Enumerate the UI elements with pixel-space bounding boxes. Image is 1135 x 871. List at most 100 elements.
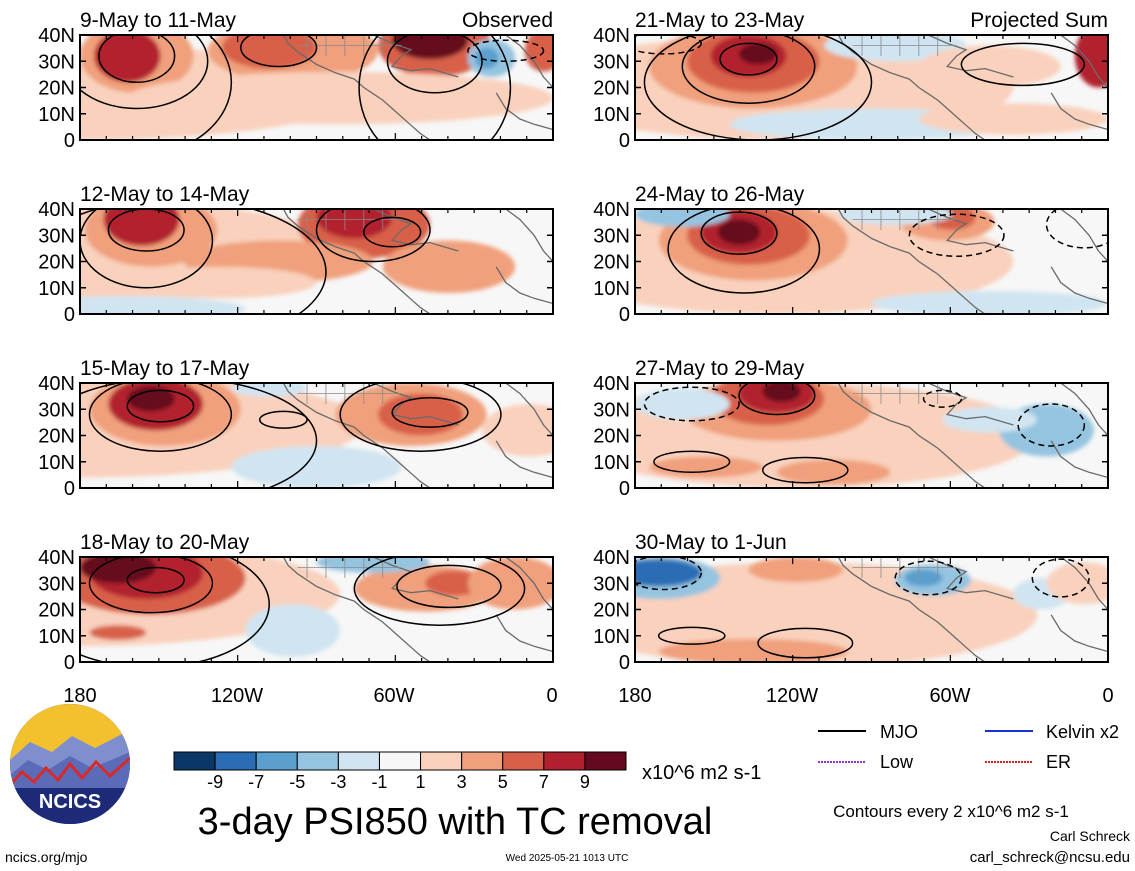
colorbar-swatch: [543, 751, 586, 771]
colorbar-tick-label: 7: [539, 772, 549, 792]
lat-label: 10N: [593, 452, 630, 474]
colorbar-swatch: [584, 751, 627, 771]
contours: [80, 557, 526, 662]
lat-label: 30N: [38, 225, 75, 247]
map-panel: 40N 30N 20N 10N 0 24-May to 26-May: [593, 183, 1109, 326]
lat-label: 30N: [593, 225, 630, 247]
panel-period-title: 15-May to 17-May: [80, 357, 250, 380]
panel-period-title: 9-May to 11-May: [80, 9, 236, 32]
lat-label: 30N: [593, 399, 630, 421]
map-panel: 40N 30N 20N 10N 0 9-May to 11-May Observed: [38, 9, 554, 152]
contours: [643, 383, 1086, 484]
lat-label: 40N: [593, 373, 630, 395]
anomaly-shading: [635, 557, 1108, 662]
lat-label: 0: [64, 130, 75, 152]
map-panel: 40N 30N 20N 10N 0 21-May to 23-May Projected S…: [593, 9, 1109, 152]
coastlines: [837, 383, 1108, 488]
anomaly-shading: [635, 383, 1094, 488]
lon-label-120w-left: 120W: [211, 685, 263, 707]
contours: [80, 383, 502, 488]
ncics-logo-text: NCICS: [39, 791, 101, 813]
colorbar-swatch: [502, 751, 545, 771]
lat-label: 0: [619, 130, 630, 152]
panel-period-title: 18-May to 20-May: [80, 531, 250, 554]
lat-label: 20N: [593, 600, 630, 622]
figure-title: 3-day PSI850 with TC removal: [198, 801, 713, 843]
contours: [80, 35, 545, 140]
lat-label: 20N: [593, 252, 630, 274]
lat-label: 10N: [38, 626, 75, 648]
lat-label: 30N: [38, 399, 75, 421]
lat-label: 0: [64, 304, 75, 326]
coastlines: [282, 35, 553, 140]
lon-label-0-right: 0: [1102, 685, 1113, 707]
lat-label: 20N: [38, 252, 75, 274]
lat-label: 10N: [38, 278, 75, 300]
panel-tag: Projected Sum: [970, 9, 1108, 32]
map-panel: 40N 30N 20N 10N 0 27-May to 29-May: [593, 357, 1109, 500]
lon-label-60w-right: 60W: [929, 685, 970, 707]
colorbar-swatch: [255, 751, 298, 771]
colorbar-tick-label: 1: [416, 772, 426, 792]
colorbar-tick-label: -5: [289, 772, 305, 792]
colorbar: -9 -7 -5 -3 -1 1 3 5 7 9: [173, 751, 627, 792]
lat-label: 10N: [593, 104, 630, 126]
colorbar-tick-label: 3: [457, 772, 467, 792]
legend-label-kelvin: Kelvin x2: [1046, 722, 1119, 742]
lat-label: 40N: [38, 547, 75, 569]
map-panel: 40N 30N 20N 10N 0 18-May to 20-May: [38, 531, 554, 674]
panel-period-title: 27-May to 29-May: [635, 357, 805, 380]
lat-label: 40N: [593, 199, 630, 221]
colorbar-unit: x10^6 m2 s-1: [642, 762, 761, 784]
colorbar-tick-label: 5: [498, 772, 508, 792]
anomaly-shading: [635, 35, 1108, 140]
lon-label-0-left: 0: [546, 685, 557, 707]
lon-axis-right: 180 120W 60W 0: [618, 685, 1113, 707]
panel-period-title: 21-May to 23-May: [635, 9, 805, 32]
contour-note: Contours every 2 x10^6 m2 s-1: [833, 802, 1069, 821]
author-name: Carl Schreck: [1050, 828, 1131, 844]
timestamp: Wed 2025-05-21 1013 UTC: [506, 853, 629, 864]
contours: [635, 35, 1086, 140]
colorbar-tick-label: -9: [207, 772, 223, 792]
anomaly-shading: [635, 209, 1108, 314]
lon-axis-left: 180 120W 60W 0: [63, 685, 557, 707]
ncics-logo: NCICS: [10, 704, 130, 824]
lat-label: 0: [619, 478, 630, 500]
legend-label-er: ER: [1046, 752, 1071, 772]
author-email: carl_schreck@ncsu.edu: [970, 849, 1130, 866]
contours: [667, 209, 1108, 294]
lat-label: 40N: [38, 25, 75, 47]
colorbar-tick-label: 9: [580, 772, 590, 792]
lat-label: 40N: [38, 373, 75, 395]
lon-label-180-right: 180: [618, 685, 651, 707]
lat-label: 0: [619, 304, 630, 326]
colorbar-swatch: [214, 751, 257, 771]
map-panel: 40N 30N 20N 10N 0 12-May to 14-May: [38, 183, 554, 326]
legend-label-low: Low: [880, 752, 914, 772]
lat-label: 20N: [38, 426, 75, 448]
coastlines: [282, 209, 553, 314]
lon-label-60w-left: 60W: [373, 685, 414, 707]
legend: MJO Kelvin x2 Low ER: [818, 722, 1119, 772]
colorbar-swatch: [461, 751, 504, 771]
lat-label: 20N: [38, 600, 75, 622]
map-panel: 40N 30N 20N 10N 0 30-May to 1-Jun: [593, 531, 1109, 674]
coastlines: [837, 209, 1108, 314]
lon-label-180-left: 180: [63, 685, 96, 707]
lat-label: 30N: [593, 51, 630, 73]
colorbar-swatch: [296, 751, 339, 771]
lat-label: 10N: [593, 278, 630, 300]
lat-label: 10N: [593, 626, 630, 648]
lat-label: 30N: [38, 51, 75, 73]
lat-label: 30N: [593, 573, 630, 595]
lat-label: 40N: [38, 199, 75, 221]
lat-label: 30N: [38, 573, 75, 595]
colorbar-tick-label: -1: [371, 772, 387, 792]
lat-label: 0: [64, 652, 75, 674]
anomaly-shading: [80, 35, 553, 140]
panel-period-title: 30-May to 1-Jun: [635, 531, 787, 554]
coastlines: [282, 383, 553, 488]
contours: [635, 557, 1090, 659]
